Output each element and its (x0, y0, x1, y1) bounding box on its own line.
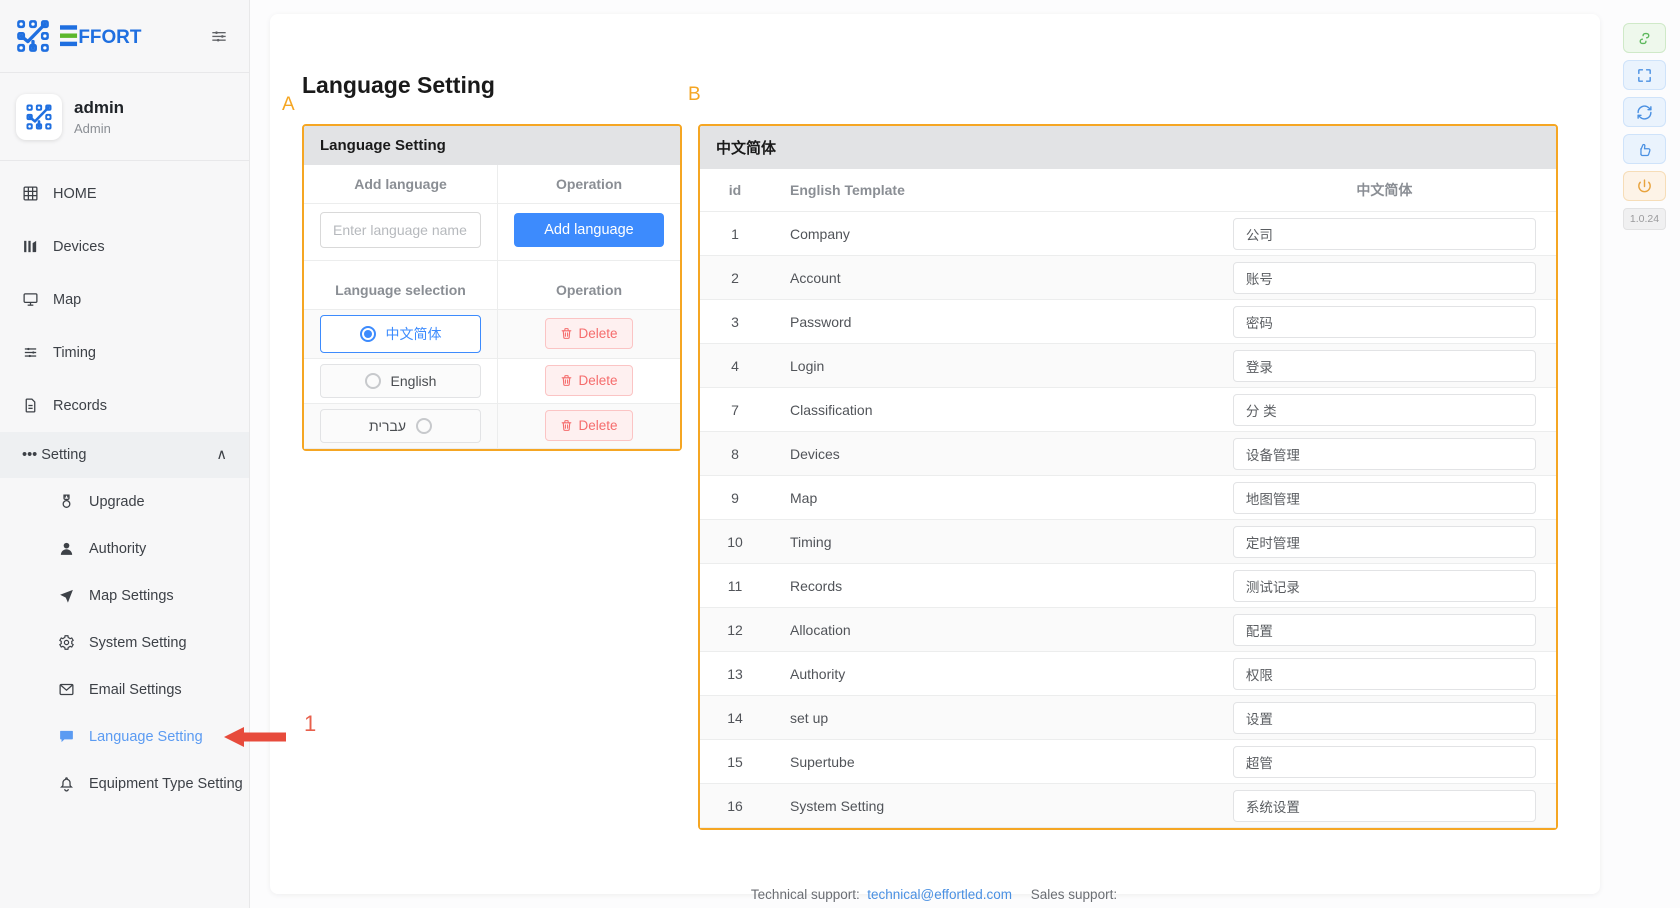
svg-text:FFORT: FFORT (78, 27, 142, 48)
